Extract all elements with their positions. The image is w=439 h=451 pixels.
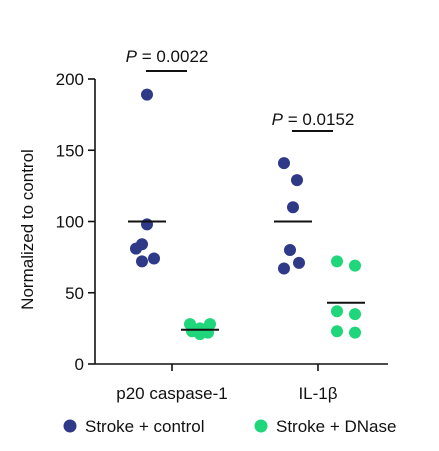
- data-point: [349, 326, 361, 339]
- p-value-number: = 0.0022: [137, 47, 208, 66]
- y-tick-label: 0: [75, 355, 84, 374]
- data-point: [141, 88, 153, 101]
- data-point: [136, 255, 148, 268]
- axes: 0 50 100 150 200 p20 caspase-1 IL-1β Normalized…: [18, 70, 388, 403]
- data-point: [141, 218, 153, 231]
- x-category-label: p20 caspase-1: [116, 384, 228, 403]
- data-point: [194, 328, 206, 341]
- data-point: [331, 325, 343, 338]
- legend-label: Stroke + control: [85, 417, 205, 436]
- data-point: [148, 252, 160, 265]
- data-point: [130, 242, 142, 255]
- data-point: [349, 259, 361, 272]
- p-value-symbol: P: [126, 47, 138, 66]
- p-value-label: P = 0.0152: [272, 110, 355, 129]
- p-value-label: P = 0.0022: [126, 47, 209, 66]
- data-point: [331, 255, 343, 268]
- y-tick-label: 50: [65, 284, 84, 303]
- data-point: [331, 305, 343, 318]
- legend-marker: [63, 419, 77, 433]
- x-category-label: IL-1β: [298, 384, 337, 403]
- data-point: [349, 308, 361, 321]
- data-point: [278, 262, 290, 275]
- data-points: [128, 88, 365, 341]
- data-point: [278, 157, 290, 170]
- legend: Stroke + control Stroke + DNase: [63, 417, 396, 436]
- data-point: [291, 174, 303, 187]
- y-tick-label: 200: [56, 70, 84, 89]
- p-value-number: = 0.0152: [283, 110, 354, 129]
- y-tick-label: 150: [56, 141, 84, 160]
- data-point: [293, 256, 305, 269]
- y-tick-label: 100: [56, 213, 84, 232]
- legend-marker: [254, 419, 268, 433]
- p-value-symbol: P: [272, 110, 284, 129]
- y-axis-title: Normalized to control: [18, 149, 37, 310]
- data-point: [287, 201, 299, 214]
- data-point: [284, 244, 296, 256]
- legend-label: Stroke + DNase: [276, 417, 396, 436]
